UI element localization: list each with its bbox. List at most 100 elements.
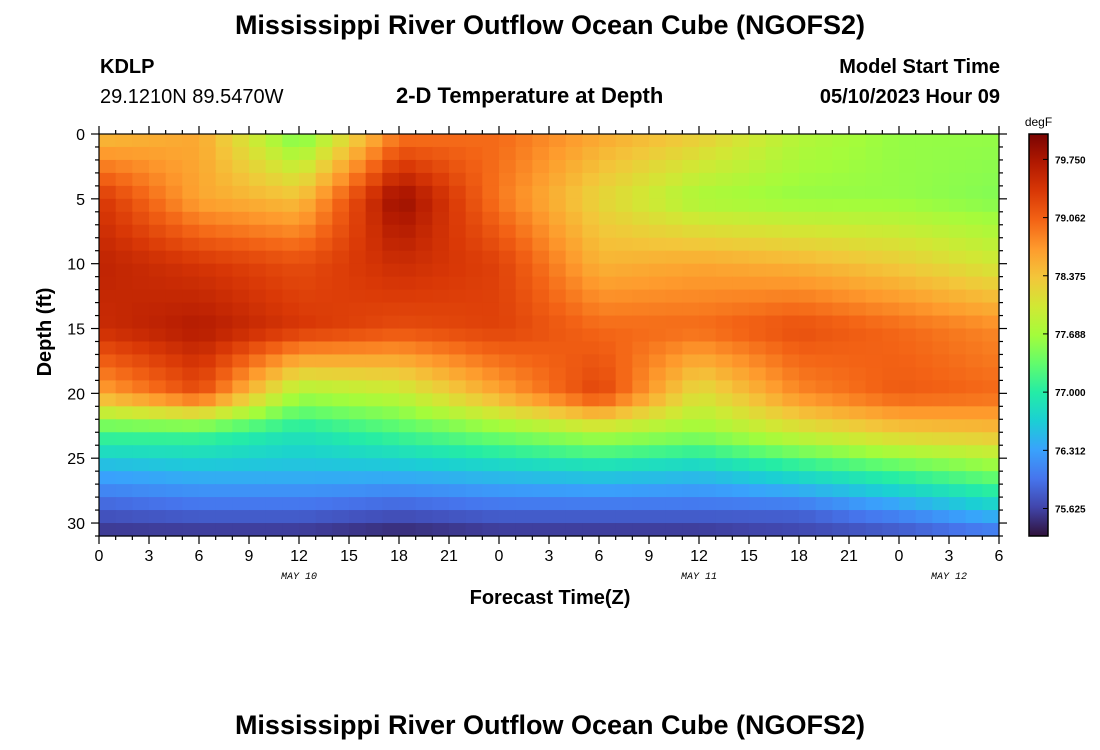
heatmap-cell — [815, 263, 833, 278]
heatmap-cell — [499, 211, 517, 226]
heatmap-cell — [482, 432, 500, 446]
heatmap-cell — [265, 263, 283, 278]
heatmap-cell — [865, 445, 883, 459]
heatmap-cell — [549, 146, 567, 161]
heatmap-cell — [715, 445, 733, 459]
heatmap-cell — [215, 134, 233, 148]
heatmap-cell — [799, 224, 817, 239]
heatmap-cell — [132, 510, 150, 524]
heatmap-cell — [482, 276, 500, 291]
heatmap-cell — [515, 185, 533, 200]
heatmap-cell — [182, 224, 200, 239]
heatmap-cell — [882, 471, 900, 485]
heatmap-cell — [732, 497, 750, 511]
heatmap-cell — [682, 289, 700, 304]
heatmap-cell — [482, 354, 500, 369]
heatmap-cell — [415, 224, 433, 239]
heatmap-cell — [99, 341, 117, 356]
heatmap-cell — [449, 341, 467, 356]
heatmap-cell — [499, 224, 517, 239]
heatmap-cell — [282, 237, 300, 252]
heatmap-cell — [399, 380, 417, 394]
heatmap-cell — [465, 341, 483, 356]
heatmap-cell — [265, 315, 283, 330]
heatmap-cell — [665, 224, 683, 239]
heatmap-cell — [849, 237, 867, 252]
heatmap-cell — [382, 380, 400, 394]
heatmap-cell — [515, 471, 533, 485]
heatmap-cell — [199, 159, 217, 174]
heatmap-cell — [482, 380, 500, 394]
heatmap-cell — [782, 198, 800, 213]
heatmap-cell — [432, 445, 450, 459]
heatmap-cell — [982, 471, 1000, 485]
heatmap-cell — [715, 276, 733, 291]
heatmap-cell — [982, 289, 1000, 304]
heatmap-cell — [349, 159, 367, 174]
heatmap-cell — [382, 159, 400, 174]
heatmap-cell — [165, 172, 183, 187]
heatmap-cell — [282, 393, 300, 407]
heatmap-cell — [732, 341, 750, 356]
heatmap-cell — [932, 497, 950, 511]
heatmap-cell — [415, 497, 433, 511]
heatmap-cell — [515, 302, 533, 317]
heatmap-cell — [415, 458, 433, 472]
heatmap-cell — [232, 432, 250, 446]
heatmap-cell — [232, 471, 250, 485]
heatmap-cell — [649, 263, 667, 278]
heatmap-cell — [665, 328, 683, 343]
heatmap-cell — [665, 289, 683, 304]
heatmap-cell — [565, 289, 583, 304]
heatmap-cell — [782, 432, 800, 446]
heatmap-cell — [332, 250, 350, 265]
heatmap-cell — [115, 289, 133, 304]
heatmap-cell — [965, 263, 983, 278]
heatmap-cell — [582, 367, 600, 381]
heatmap-cell — [332, 302, 350, 317]
heatmap-cell — [932, 237, 950, 252]
heatmap-cell — [649, 341, 667, 356]
heatmap-cell — [949, 432, 967, 446]
heatmap-cell — [115, 458, 133, 472]
heatmap-cell — [782, 354, 800, 369]
heatmap-cell — [815, 393, 833, 407]
heatmap-cell — [649, 484, 667, 498]
heatmap-cell — [549, 211, 567, 226]
heatmap-cell — [332, 458, 350, 472]
heatmap-cell — [465, 393, 483, 407]
heatmap-cell — [132, 315, 150, 330]
heatmap-cell — [432, 328, 450, 343]
heatmap-cell — [882, 302, 900, 317]
heatmap-cell — [849, 159, 867, 174]
heatmap-cell — [615, 263, 633, 278]
heatmap-cell — [215, 341, 233, 356]
heatmap-cell — [965, 419, 983, 433]
heatmap-cell — [132, 146, 150, 161]
heatmap-cell — [465, 263, 483, 278]
heatmap-cell — [265, 380, 283, 394]
heatmap-cell — [865, 134, 883, 148]
heatmap-cell — [715, 523, 733, 537]
heatmap-cell — [715, 406, 733, 420]
heatmap-cell — [499, 367, 517, 381]
date-label: MAY 10 — [281, 572, 317, 583]
heatmap-cell — [99, 250, 117, 265]
heatmap-cell — [715, 393, 733, 407]
heatmap-cell — [249, 315, 267, 330]
heatmap-cell — [149, 289, 167, 304]
heatmap-cell — [682, 419, 700, 433]
heatmap-cell — [949, 276, 967, 291]
heatmap-cell — [265, 172, 283, 187]
heatmap-cell — [382, 146, 400, 161]
heatmap-cell — [232, 289, 250, 304]
heatmap-cell — [315, 276, 333, 291]
heatmap-cell — [599, 315, 617, 330]
heatmap-cell — [249, 276, 267, 291]
heatmap-cell — [949, 263, 967, 278]
heatmap-cell — [932, 484, 950, 498]
heatmap-cell — [299, 341, 317, 356]
heatmap-cell — [232, 276, 250, 291]
heatmap-cell — [249, 159, 267, 174]
heatmap-cell — [599, 458, 617, 472]
